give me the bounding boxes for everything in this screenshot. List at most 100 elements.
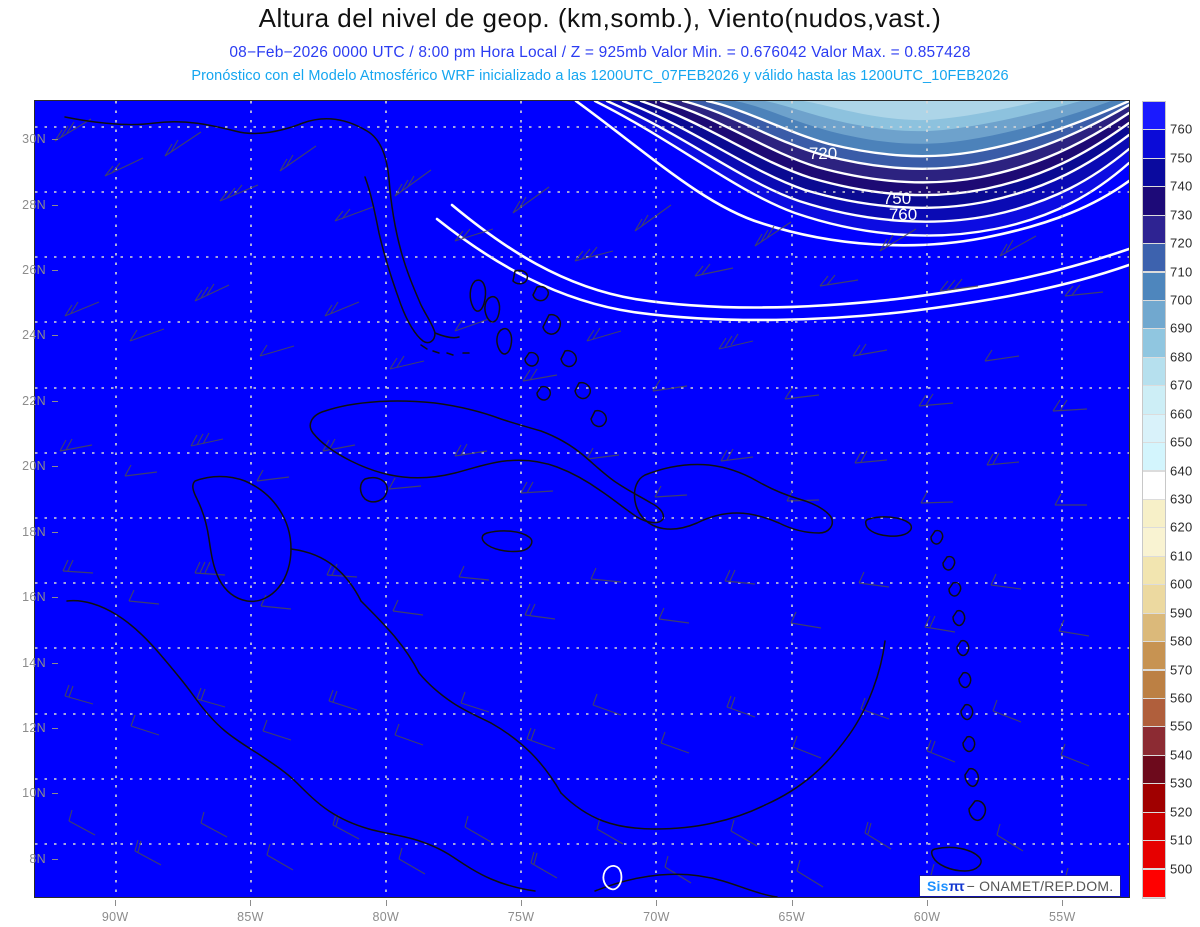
- latitude-tick-mark: [52, 270, 58, 272]
- colorbar-band: [1143, 727, 1165, 755]
- longitude-tick-mark: [250, 900, 252, 906]
- forecast-meta-line: 08−Feb−2026 0000 UTC / 8:00 pm Hora Loca…: [229, 44, 971, 61]
- colorbar-band: [1143, 130, 1165, 158]
- contour-label: 760: [889, 205, 917, 224]
- page-title: Altura del nivel de geop. (km,somb.), Vi…: [258, 3, 942, 33]
- longitude-tick-mark: [927, 900, 929, 906]
- colorbar-tick-label: 740: [1170, 178, 1193, 194]
- map-canvas[interactable]: 720 750 760: [34, 100, 1130, 898]
- colorbar-tick-label: 570: [1170, 662, 1193, 678]
- colorbar-tick-label: 560: [1170, 690, 1193, 706]
- longitude-tick-label: 70W: [643, 910, 670, 924]
- longitude-tick-mark: [115, 900, 117, 906]
- colorbar-band: [1143, 357, 1165, 386]
- colorbar-tick-label: 660: [1170, 406, 1193, 422]
- attribution-badge: Sis πτ − ONAMET/REP.DOM.: [919, 875, 1122, 897]
- latitude-tick-mark: [52, 597, 58, 599]
- colorbar-band: [1143, 386, 1165, 414]
- latitude-tick-label: 12N: [22, 720, 46, 735]
- colorbar-tick-label: 690: [1170, 320, 1193, 336]
- latitude-tick-mark: [52, 531, 58, 533]
- latitude-tick-label: 8N: [29, 851, 46, 866]
- longitude-tick-mark: [385, 900, 387, 906]
- colorbar-tick-label: 640: [1170, 463, 1193, 479]
- colorbar-band: [1143, 841, 1165, 869]
- colorbar-band: [1143, 158, 1165, 187]
- colorbar-band: [1143, 528, 1165, 556]
- latitude-tick-label: 30N: [22, 132, 46, 147]
- colorbar-tick-label: 700: [1170, 292, 1193, 308]
- latitude-tick-label: 10N: [22, 786, 46, 801]
- colorbar-band: [1143, 812, 1165, 841]
- contour-label: 720: [809, 144, 837, 163]
- latitude-tick-label: 28N: [22, 197, 46, 212]
- colorbar-band: [1143, 784, 1165, 812]
- latitude-tick-mark: [52, 727, 58, 729]
- longitude-tick-label: 80W: [372, 910, 400, 924]
- colorbar-band: [1143, 755, 1165, 784]
- longitude-tick-label: 90W: [101, 910, 129, 924]
- colorbar-band: [1143, 272, 1165, 300]
- colorbar-tick-label: 600: [1170, 576, 1193, 592]
- colorbar-tick-label: 580: [1170, 633, 1193, 649]
- longitude-tick-label: 55W: [1049, 910, 1076, 924]
- contour-label: 750: [883, 189, 911, 208]
- colorbar-tick-label: 590: [1170, 605, 1193, 621]
- colorbar-band: [1143, 215, 1165, 244]
- brand-label: Sis: [927, 878, 949, 894]
- longitude-tick-mark: [521, 900, 523, 906]
- colorbar-tick-label: 500: [1170, 861, 1193, 877]
- colorbar-tick-label: 610: [1170, 548, 1193, 564]
- latitude-tick-label: 22N: [22, 393, 46, 408]
- latitude-tick-mark: [52, 335, 58, 337]
- colorbar-band: [1143, 500, 1165, 528]
- organization-label: − ONAMET/REP.DOM.: [966, 878, 1114, 894]
- latitude-tick-mark: [52, 466, 58, 468]
- colorbar-tick-label: 530: [1170, 775, 1193, 791]
- longitude-tick-label: 75W: [507, 910, 535, 924]
- longitude-tick-mark: [791, 900, 793, 906]
- colorbar-band: [1143, 102, 1165, 130]
- colorbar-band: [1143, 869, 1165, 897]
- latitude-tick-mark: [52, 139, 58, 141]
- latitude-tick-label: 26N: [22, 263, 46, 278]
- colorbar-band: [1143, 329, 1165, 357]
- colorbar-tick-label: 620: [1170, 519, 1193, 535]
- colorbar-band: [1143, 414, 1165, 443]
- colorbar-tick-label: 670: [1170, 377, 1193, 393]
- latitude-tick-mark: [52, 793, 58, 795]
- model-info-line: Pronóstico con el Modelo Atmosférico WRF…: [191, 68, 1009, 84]
- colorbar-tick-label: 510: [1170, 832, 1193, 848]
- latitude-tick-mark: [52, 204, 58, 206]
- latitude-tick-label: 16N: [22, 590, 46, 605]
- longitude-tick-label: 65W: [778, 910, 806, 924]
- latitude-tick-label: 24N: [22, 328, 46, 343]
- map-container: 720 750 760: [34, 100, 1130, 898]
- colorbar-tick-label: 540: [1170, 747, 1193, 763]
- colorbar-band: [1143, 471, 1165, 499]
- longitude-tick-label: 85W: [237, 910, 264, 924]
- colorbar-band: [1143, 699, 1165, 727]
- longitude-tick-mark: [656, 900, 658, 906]
- latitude-tick-mark: [52, 858, 58, 860]
- colorbar-band: [1143, 585, 1165, 613]
- latitude-tick-mark: [52, 662, 58, 664]
- colorbar-band: [1143, 244, 1165, 272]
- colorbar-band: [1143, 187, 1165, 215]
- latitude-tick-label: 18N: [22, 524, 46, 539]
- colorbar: [1142, 101, 1166, 899]
- longitude-tick-mark: [1062, 900, 1064, 906]
- colorbar-tick-label: 650: [1170, 434, 1193, 450]
- longitude-tick-label: 60W: [913, 910, 941, 924]
- colorbar-tick-label: 520: [1170, 804, 1193, 820]
- colorbar-band: [1143, 642, 1165, 670]
- colorbar-tick-label: 710: [1170, 264, 1193, 280]
- colorbar-band: [1143, 443, 1165, 471]
- colorbar-band: [1143, 301, 1165, 329]
- latitude-tick-label: 14N: [22, 655, 46, 670]
- latitude-tick-mark: [52, 400, 58, 402]
- colorbar-tick-label: 750: [1170, 150, 1193, 166]
- colorbar-band: [1143, 670, 1165, 698]
- colorbar-band: [1143, 613, 1165, 642]
